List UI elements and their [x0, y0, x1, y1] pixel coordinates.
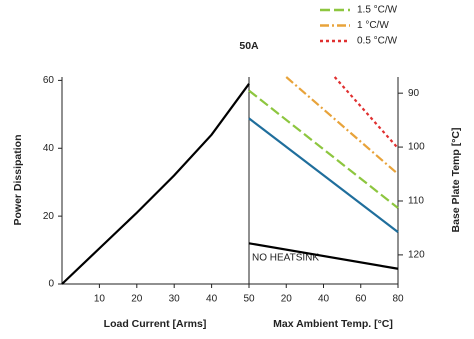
chart-title: 50A: [239, 40, 259, 52]
y-tick-label: 0: [48, 279, 54, 290]
series-line: [248, 242, 399, 270]
y-tick-label: 60: [43, 75, 55, 86]
x-tick-label: 20: [131, 294, 143, 305]
series-line: [248, 117, 399, 233]
x-tick-label: 10: [94, 294, 106, 305]
x-tick-label: 30: [169, 294, 181, 305]
x2-axis-label: Max Ambient Temp. [°C]: [273, 318, 393, 330]
x2-tick-label: 60: [355, 294, 367, 305]
x2-tick-label: 40: [318, 294, 330, 305]
y-tick-label: 40: [43, 143, 55, 154]
y2-axis-label: Base Plate Temp [°C]: [450, 128, 462, 233]
annotation: NO HEATSINK: [252, 253, 319, 264]
legend-label: 1.5 °C/W: [357, 5, 398, 16]
y2-tick-label: 110: [408, 196, 424, 207]
series-line: [333, 76, 399, 149]
x-tick-label: 50: [243, 294, 255, 305]
x2-tick-label: 20: [281, 294, 293, 305]
y2-tick-label: 120: [408, 250, 425, 261]
y-tick-label: 20: [43, 211, 55, 222]
legend-label: 0.5 °C/W: [357, 36, 398, 47]
series-line: [248, 89, 399, 209]
series-line: [285, 76, 399, 175]
x-tick-label: 40: [206, 294, 218, 305]
y2-tick-label: 90: [408, 88, 420, 99]
x-axis-label: Load Current [Arms]: [104, 318, 207, 330]
y2-tick-label: 100: [408, 142, 425, 153]
x2-tick-label: 80: [392, 294, 404, 305]
legend-label: 1 °C/W: [357, 20, 389, 31]
y-axis-label: Power Dissipation: [12, 134, 24, 225]
series-line: [61, 83, 250, 285]
